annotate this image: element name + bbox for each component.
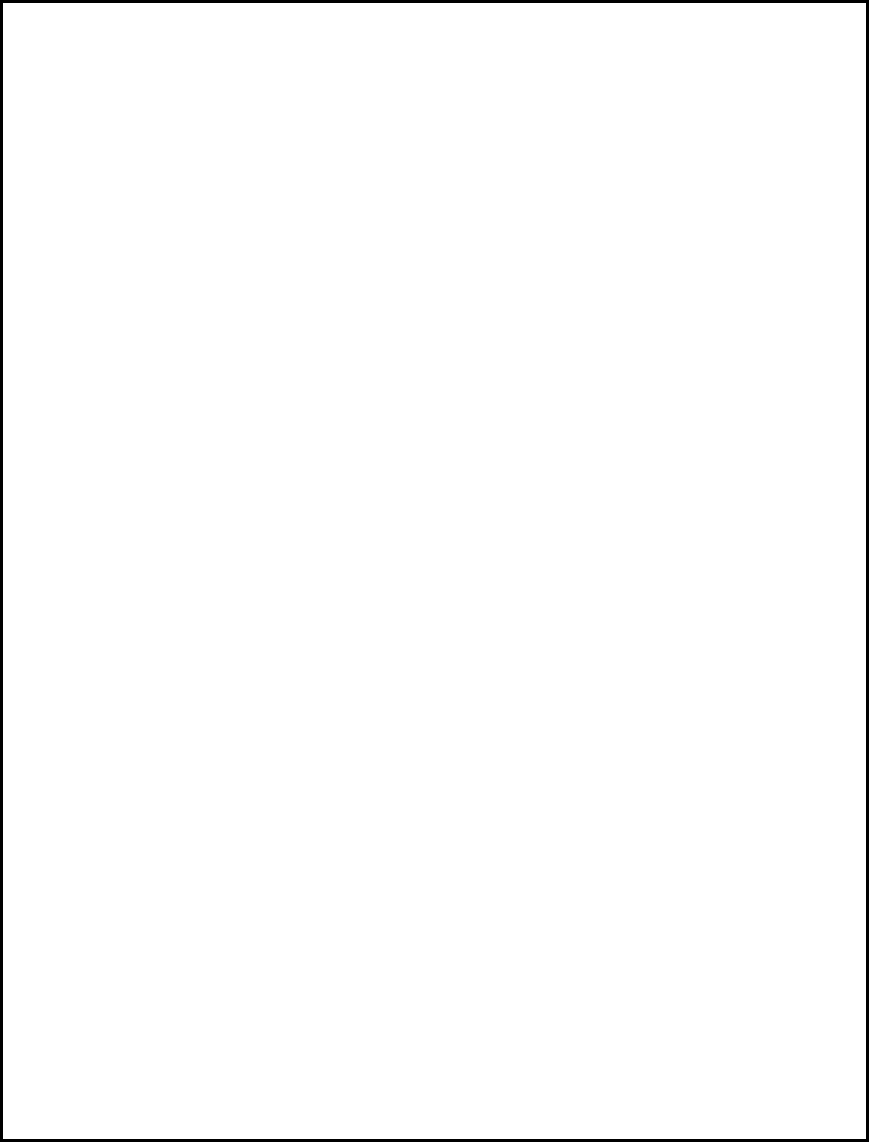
pdc-pathway-diagram [5,15,419,383]
